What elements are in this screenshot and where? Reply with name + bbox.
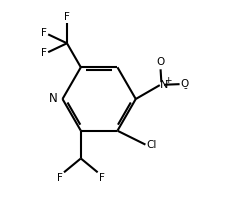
Text: F: F — [57, 173, 63, 183]
Text: F: F — [64, 12, 70, 23]
Text: -: - — [183, 83, 187, 93]
Text: O: O — [156, 57, 164, 67]
Text: +: + — [163, 76, 171, 85]
Text: O: O — [179, 79, 187, 89]
Text: F: F — [40, 28, 46, 38]
Text: N: N — [49, 91, 57, 105]
Text: N: N — [160, 80, 168, 90]
Text: F: F — [40, 48, 46, 58]
Text: F: F — [98, 173, 104, 183]
Text: Cl: Cl — [146, 140, 156, 149]
